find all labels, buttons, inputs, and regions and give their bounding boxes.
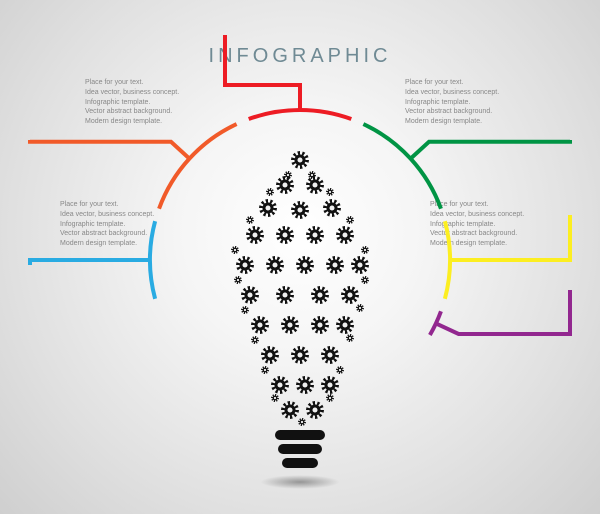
text-block-bottom-right: Place for your text.Idea vector, busines… — [430, 200, 540, 249]
gear-icon — [291, 346, 309, 364]
gear-icon — [271, 394, 279, 402]
gear-icon — [261, 366, 269, 374]
gear-icon — [231, 246, 239, 254]
gear-icon — [271, 376, 289, 394]
gear-icon — [336, 316, 354, 334]
gear-icon — [326, 188, 334, 196]
gear-icon — [291, 201, 309, 219]
gear-icon — [361, 246, 369, 254]
gear-icon — [284, 171, 292, 179]
gear-icon — [251, 316, 269, 334]
bulb-shadow — [260, 475, 340, 489]
gear-icon — [266, 256, 284, 274]
gear-icon — [336, 366, 344, 374]
gear-icon — [326, 394, 334, 402]
gear-icon — [246, 216, 254, 224]
gear-icon — [236, 256, 254, 274]
gear-icon — [266, 188, 274, 196]
gear-icon — [276, 226, 294, 244]
gear-icon — [321, 346, 339, 364]
bulb-base-bar — [282, 458, 318, 468]
gear-icon — [306, 176, 324, 194]
gear-icon — [361, 276, 369, 284]
gear-icon — [336, 226, 354, 244]
leader-orange — [30, 140, 189, 159]
text-block-bottom-left: Place for your text.Idea vector, busines… — [60, 200, 170, 249]
gear-icon — [281, 316, 299, 334]
gear-icon — [351, 256, 369, 274]
gear-icon — [298, 418, 306, 426]
gear-icon — [323, 199, 341, 217]
bulb-base-bar — [278, 444, 322, 454]
gear-icon — [321, 376, 339, 394]
gear-icon — [311, 286, 329, 304]
gear-icon — [346, 334, 354, 342]
gear-icon — [296, 376, 314, 394]
lightbulb-gears — [190, 130, 410, 470]
gear-icon — [326, 256, 344, 274]
bulb-base-bar — [275, 430, 325, 440]
gear-icon — [311, 316, 329, 334]
gear-icon — [259, 199, 277, 217]
gear-icon — [276, 286, 294, 304]
gear-icon — [341, 286, 359, 304]
text-block-top-right: Place for your text.Idea vector, busines… — [405, 78, 515, 127]
title: INFOGRAPHIC — [0, 45, 600, 68]
leader-green — [411, 140, 570, 159]
gear-icon — [251, 336, 259, 344]
infographic-stage: INFOGRAPHIC Place for your text.Idea vec… — [0, 0, 600, 514]
gear-icon — [346, 216, 354, 224]
gear-icon — [296, 256, 314, 274]
gear-icon — [281, 401, 299, 419]
gear-icon — [241, 286, 259, 304]
gear-icon — [234, 276, 242, 284]
gear-icon — [306, 226, 324, 244]
gear-icon — [291, 151, 309, 169]
arc-magenta — [430, 311, 441, 335]
leader-magenta — [436, 290, 570, 334]
arc-red — [249, 110, 352, 119]
leader-blue — [30, 260, 150, 265]
gear-icon — [241, 306, 249, 314]
gear-icon — [306, 401, 324, 419]
gear-icon — [356, 304, 364, 312]
gear-icon — [276, 176, 294, 194]
gear-icon — [246, 226, 264, 244]
gear-icon — [308, 171, 316, 179]
text-block-top-left: Place for your text.Idea vector, busines… — [85, 78, 195, 127]
gear-icon — [261, 346, 279, 364]
